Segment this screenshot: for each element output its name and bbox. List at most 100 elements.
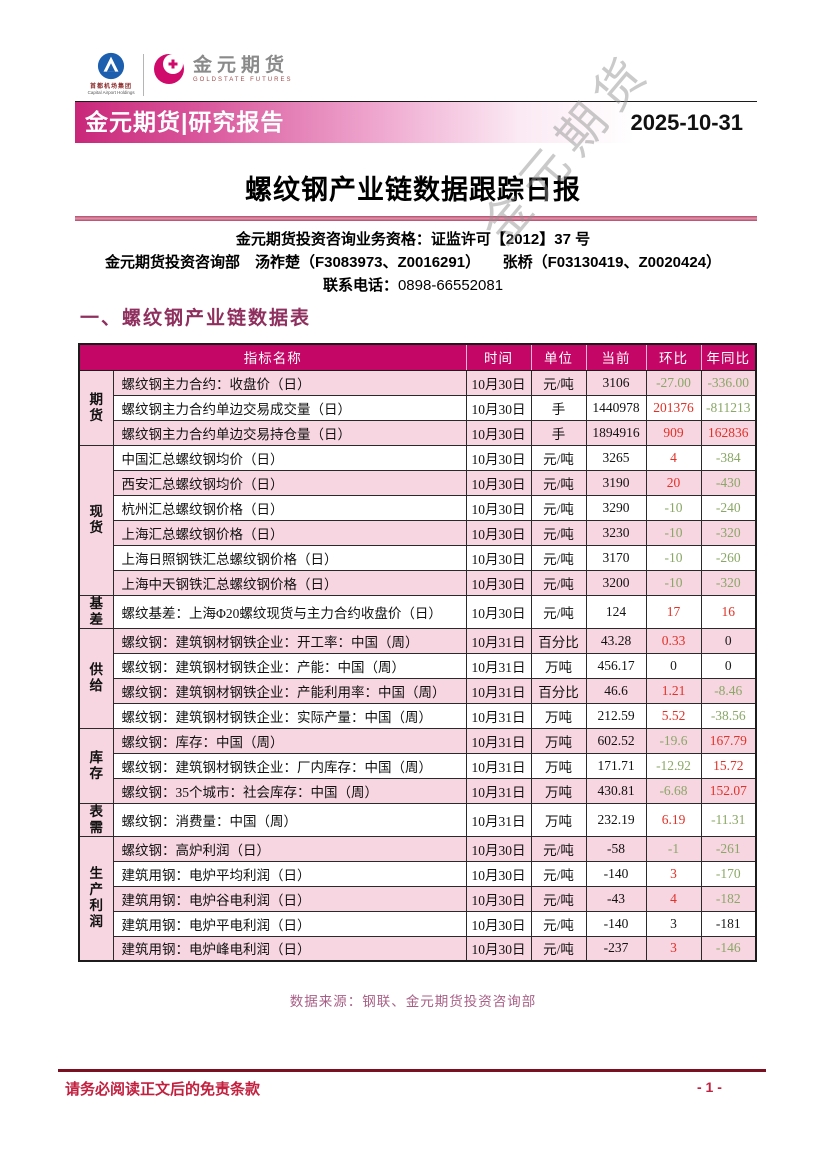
- yoy-cell: 0: [700, 627, 757, 654]
- banner-title: 金元期货|研究报告: [85, 109, 285, 135]
- capital-airport-logo-icon: [97, 52, 125, 80]
- table-row: 现货 中国汇总螺纹钢均价（日） 10月30日 元/吨 3265 4 -384: [78, 444, 757, 596]
- unit-cell: 元/吨: [530, 494, 587, 521]
- group-label: 库存: [78, 727, 114, 804]
- date-cell: 10月30日: [465, 544, 532, 571]
- yoy-cell: 16: [700, 594, 757, 629]
- col-header-current: 当前: [585, 343, 647, 371]
- yoy-cell: -384: [700, 444, 757, 471]
- unit-cell: 元/吨: [530, 569, 587, 596]
- unit-cell: 万吨: [530, 702, 587, 729]
- unit-cell: 万吨: [530, 752, 587, 779]
- qualification-line: 金元期货投资咨询业务资格：证监许可【2012】37 号: [235, 231, 591, 248]
- unit-cell: 元/吨: [530, 885, 587, 912]
- indicator-cell: 螺纹钢：消费量：中国（周）: [112, 802, 467, 837]
- capital-airport-caption-cn: 首都机场集团: [89, 84, 132, 90]
- yoy-cell: -240: [700, 494, 757, 521]
- unit-cell: 元/吨: [530, 835, 587, 862]
- page-title: 螺纹钢产业链数据跟踪日报: [245, 175, 581, 205]
- date-cell: 10月30日: [465, 519, 532, 546]
- table-row: 期货 螺纹钢主力合约：收盘价（日） 10月30日 元/吨 3106 -27.00 -336.…: [78, 369, 757, 446]
- yoy-cell: -170: [700, 860, 757, 887]
- yoy-cell: -146: [700, 935, 757, 962]
- capital-airport-caption-en: Capital Airport Holdings: [87, 90, 135, 96]
- col-header-yoy: 年同比: [700, 343, 757, 371]
- unit-cell: 万吨: [530, 727, 587, 754]
- mom-cell: 20: [645, 469, 702, 496]
- indicator-cell: 建筑用钢：电炉峰电利润（日）: [112, 935, 467, 962]
- current-cell: 212.59: [585, 702, 647, 729]
- section-title: 一、螺纹钢产业链数据表: [80, 308, 312, 329]
- current-cell: 3265: [585, 444, 647, 471]
- table-row: 螺纹钢：建筑钢材钢铁企业：实际产量：中国（周） 10月31日 万吨 212.59 5.5…: [79, 702, 757, 729]
- current-cell: 124: [585, 594, 647, 629]
- mom-cell: 6.19: [645, 802, 702, 837]
- unit-cell: 手: [530, 419, 587, 446]
- current-cell: 1894916: [585, 419, 647, 446]
- date-cell: 10月31日: [465, 627, 532, 654]
- table-row: 建筑用钢：电炉峰电利润（日） 10月30日 元/吨 -237 3 -146: [79, 935, 757, 962]
- unit-cell: 万吨: [530, 652, 587, 679]
- indicator-cell: 螺纹钢：建筑钢材钢铁企业：厂内库存：中国（周）: [112, 752, 467, 779]
- mom-cell: -12.92: [645, 752, 702, 779]
- yoy-cell: 152.07: [700, 777, 757, 804]
- goldstate-logo: 金元期货 GOLDSTATE FUTURES: [152, 52, 292, 86]
- date-cell: 10月30日: [465, 860, 532, 887]
- mom-cell: 17: [645, 594, 702, 629]
- analysts-line: 金元期货投资咨询部 汤祚楚（F3083973、Z0016291） 张桥（F031…: [104, 254, 722, 271]
- yoy-cell: 0: [700, 652, 757, 679]
- mom-cell: 4: [645, 444, 702, 471]
- col-header-mom: 环比: [645, 343, 702, 371]
- yoy-cell: -320: [700, 519, 757, 546]
- col-header-indicator: 指标名称: [78, 343, 467, 371]
- indicator-cell: 螺纹基差：上海Φ20螺纹现货与主力合约收盘价（日）: [112, 594, 467, 629]
- indicator-cell: 螺纹钢主力合约：收盘价（日）: [112, 369, 467, 396]
- unit-cell: 元/吨: [530, 910, 587, 937]
- date-cell: 10月30日: [465, 469, 532, 496]
- mom-cell: -10: [645, 569, 702, 596]
- current-cell: 3106: [585, 369, 647, 396]
- current-cell: 602.52: [585, 727, 647, 754]
- mom-cell: 0.33: [645, 627, 702, 654]
- unit-cell: 元/吨: [530, 594, 587, 629]
- mom-cell: 3: [645, 910, 702, 937]
- group-label: 供给: [78, 627, 114, 729]
- current-cell: 456.17: [585, 652, 647, 679]
- current-cell: -140: [585, 860, 647, 887]
- banner-top-rule: [75, 101, 757, 102]
- page-number: - 1 -: [697, 1079, 722, 1095]
- indicator-cell: 西安汇总螺纹钢均价（日）: [112, 469, 467, 496]
- indicator-cell: 螺纹钢主力合约单边交易持仓量（日）: [112, 419, 467, 446]
- mom-cell: 4: [645, 885, 702, 912]
- indicator-cell: 螺纹钢：建筑钢材钢铁企业：开工率：中国（周）: [112, 627, 467, 654]
- current-cell: -140: [585, 910, 647, 937]
- date-cell: 10月30日: [465, 885, 532, 912]
- mom-cell: -19.6: [645, 727, 702, 754]
- date-cell: 10月31日: [465, 727, 532, 754]
- table-row: 螺纹钢：建筑钢材钢铁企业：厂内库存：中国（周） 10月31日 万吨 171.71 -12…: [79, 752, 757, 779]
- yoy-cell: -182: [700, 885, 757, 912]
- table-row: 螺纹钢：建筑钢材钢铁企业：产能利用率：中国（周） 10月31日 百分比 46.6 1.2…: [79, 677, 757, 704]
- table-row: 建筑用钢：电炉平均利润（日） 10月30日 元/吨 -140 3 -170: [79, 860, 757, 887]
- unit-cell: 百分比: [530, 627, 587, 654]
- contact-line: 联系电话：0898-66552081: [0, 274, 826, 295]
- current-cell: 3290: [585, 494, 647, 521]
- mom-cell: 201376: [645, 394, 702, 421]
- indicator-cell: 杭州汇总螺纹钢价格（日）: [112, 494, 467, 521]
- table-row: 螺纹钢主力合约单边交易持仓量（日） 10月30日手 1894916 909 162836: [79, 419, 757, 446]
- current-cell: 46.6: [585, 677, 647, 704]
- yoy-cell: -8.46: [700, 677, 757, 704]
- yoy-cell: -430: [700, 469, 757, 496]
- date-cell: 10月30日: [465, 935, 532, 962]
- indicator-cell: 螺纹钢：库存：中国（周）: [112, 727, 467, 754]
- table-body: 期货 螺纹钢主力合约：收盘价（日） 10月30日 元/吨 3106 -27.00 -336.…: [78, 369, 757, 962]
- data-table-wrap: 指标名称 时间 单位 当前 环比 年同比 期货 螺纹钢主力合约：收盘价（日） 10月…: [78, 343, 757, 962]
- indicator-cell: 上海中天钢铁汇总螺纹钢价格（日）: [112, 569, 467, 596]
- table-row: 螺纹钢：建筑钢材钢铁企业：产能：中国（周） 10月31日 万吨 456.17 0 0: [79, 652, 757, 679]
- mom-cell: -10: [645, 494, 702, 521]
- yoy-cell: 15.72: [700, 752, 757, 779]
- footer-disclaimer: 请务必阅读正文后的免责条款: [65, 1081, 261, 1098]
- unit-cell: 万吨: [530, 777, 587, 804]
- current-cell: 232.19: [585, 802, 647, 837]
